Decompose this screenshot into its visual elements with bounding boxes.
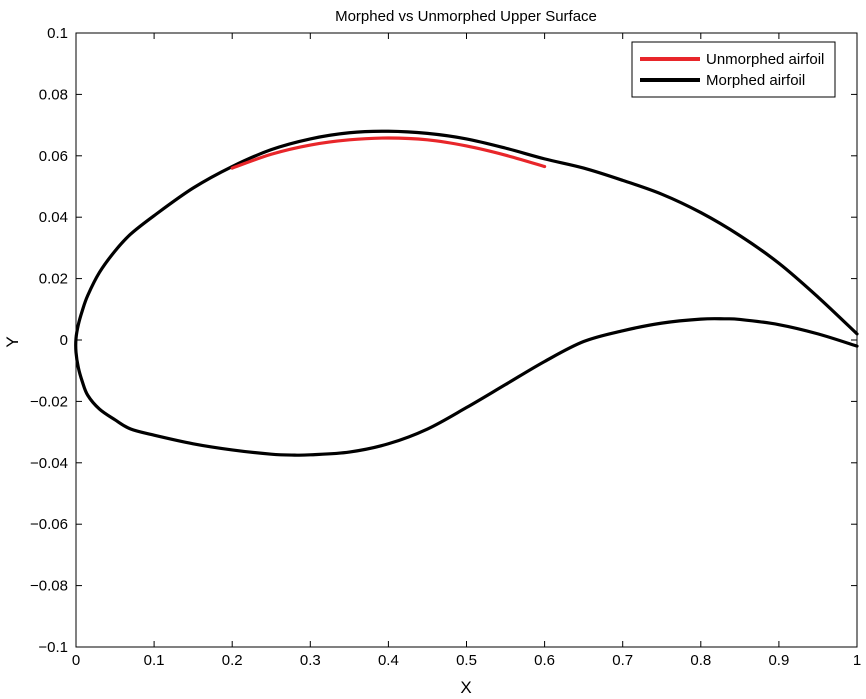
y-axis-title: Y bbox=[3, 336, 22, 347]
x-axis-title: X bbox=[460, 678, 471, 697]
x-tick-label: 0.6 bbox=[534, 652, 555, 669]
x-tick-label: 0.8 bbox=[690, 652, 711, 669]
series-line-morphed bbox=[74, 129, 859, 457]
x-tick-label: 0 bbox=[72, 652, 80, 669]
x-tick-label: 0.2 bbox=[222, 652, 243, 669]
y-tick-label: −0.1 bbox=[38, 639, 68, 656]
x-tick-label: 0.3 bbox=[300, 652, 321, 669]
series-line-unmorphed bbox=[230, 136, 547, 170]
y-tick-label: −0.08 bbox=[30, 578, 68, 595]
plot-area bbox=[75, 32, 858, 648]
y-tick-label: −0.02 bbox=[30, 393, 68, 410]
chart-title: Morphed vs Unmorphed Upper Surface bbox=[335, 8, 597, 25]
x-tick-label: 0.1 bbox=[144, 652, 165, 669]
legend-label-morphed: Morphed airfoil bbox=[706, 72, 805, 89]
x-tick-label: 0.9 bbox=[768, 652, 789, 669]
x-tick-label: 0.4 bbox=[378, 652, 399, 669]
y-tick-label: 0.1 bbox=[47, 25, 68, 42]
y-tick-label: −0.04 bbox=[30, 455, 68, 472]
y-tick-label: 0.08 bbox=[39, 86, 68, 103]
legend-box bbox=[631, 41, 836, 98]
series-layer bbox=[74, 129, 859, 457]
legend-label-unmorphed: Unmorphed airfoil bbox=[706, 51, 824, 68]
x-tick-label: 0.5 bbox=[456, 652, 477, 669]
axes: 0 0.1 0.2 0.3 0.4 0.5 0.6 0.7 0.8 0.9 1 −0.1 −0.08 −0… bbox=[30, 25, 861, 669]
y-tick-label: −0.06 bbox=[30, 516, 68, 533]
y-tick-label: 0.06 bbox=[39, 148, 68, 165]
y-tick-label: 0 bbox=[60, 332, 68, 349]
x-tick-label: 1 bbox=[853, 652, 861, 669]
y-tick-label: 0.02 bbox=[39, 271, 68, 288]
y-tick-label: 0.04 bbox=[39, 209, 68, 226]
x-tick-label: 0.7 bbox=[612, 652, 633, 669]
legend: Unmorphed airfoil Morphed airfoil bbox=[631, 41, 836, 98]
